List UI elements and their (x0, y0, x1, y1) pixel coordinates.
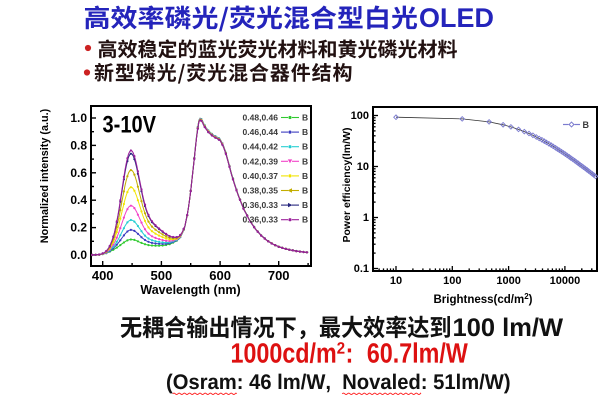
svg-text:700: 700 (268, 268, 290, 283)
svg-text:B: B (302, 171, 308, 181)
svg-text:400: 400 (92, 268, 114, 283)
svg-text:Power efficiency(lm/W): Power efficiency(lm/W) (341, 128, 353, 243)
svg-text:100: 100 (351, 110, 369, 122)
svg-text:10000: 10000 (550, 275, 581, 287)
svg-text:0.42,0.39: 0.42,0.39 (243, 156, 279, 166)
svg-text:B: B (302, 215, 308, 225)
svg-text:0.2: 0.2 (70, 221, 87, 235)
svg-text:1: 1 (363, 212, 369, 224)
svg-text:0.8: 0.8 (70, 138, 87, 152)
svg-text:0.4: 0.4 (70, 193, 87, 207)
svg-text:0.6: 0.6 (70, 166, 87, 180)
svg-text:B: B (302, 200, 308, 210)
svg-text:0.1: 0.1 (354, 263, 369, 275)
svg-text:1.0: 1.0 (70, 111, 87, 125)
svg-text:0.48,0.46: 0.48,0.46 (243, 113, 279, 123)
svg-text:Wavelength (nm): Wavelength (nm) (140, 283, 240, 297)
svg-text:0.46,0.44: 0.46,0.44 (243, 127, 279, 137)
svg-text:B: B (302, 113, 308, 123)
svg-text:10: 10 (390, 275, 402, 287)
svg-text:500: 500 (151, 268, 173, 283)
svg-text:1000: 1000 (496, 275, 520, 287)
svg-text:0.36,0.33: 0.36,0.33 (243, 200, 279, 210)
svg-text:B: B (583, 120, 590, 130)
svg-text:0.36,0.33: 0.36,0.33 (243, 215, 279, 225)
svg-text:0.0: 0.0 (70, 248, 87, 262)
svg-text:B: B (302, 186, 308, 196)
svg-text:0.44,0.42: 0.44,0.42 (243, 142, 279, 152)
svg-text:B: B (302, 142, 308, 152)
svg-text:0.40,0.37: 0.40,0.37 (243, 171, 279, 181)
svg-text:600: 600 (209, 268, 231, 283)
svg-text:0.38,0.35: 0.38,0.35 (243, 186, 279, 196)
svg-text:3-10V: 3-10V (103, 111, 157, 138)
svg-text:100: 100 (443, 275, 461, 287)
svg-text:Brightness(cd/m2): Brightness(cd/m2) (433, 292, 532, 306)
svg-text:10: 10 (357, 161, 369, 173)
svg-text:Normalized intensity (a.u.): Normalized intensity (a.u.) (39, 108, 51, 243)
svg-text:B: B (302, 127, 308, 137)
svg-text:B: B (302, 156, 308, 166)
